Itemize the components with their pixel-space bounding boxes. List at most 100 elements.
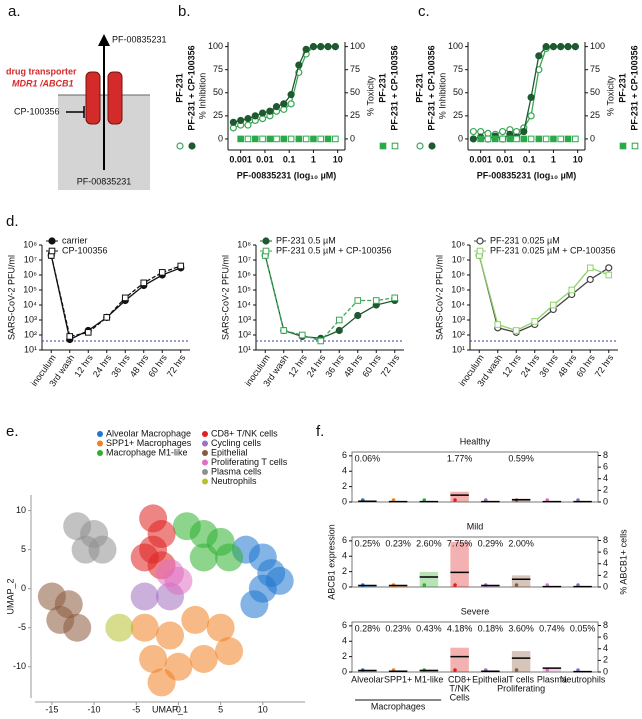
panel-label: c. — [418, 3, 430, 20]
marker — [266, 135, 274, 143]
x-tick-label: 0.001 — [469, 154, 492, 164]
cell-cluster-point — [215, 543, 244, 572]
x-axis-label: PF-00835231 (log₁₀ µM) — [237, 170, 337, 180]
y-tick-label: 10⁷ — [24, 254, 37, 264]
legend-marker — [619, 142, 627, 150]
y-tick-label: 10⁴ — [451, 299, 465, 309]
marker — [287, 135, 295, 143]
legend-marker — [476, 247, 484, 255]
marker — [549, 301, 557, 309]
marker — [287, 100, 295, 108]
x-tick-label: 1 — [551, 154, 556, 164]
marker — [520, 127, 528, 136]
cell-cluster-point — [164, 566, 193, 595]
y-tick-label: 10¹ — [452, 344, 465, 354]
marker — [535, 52, 543, 60]
cell-cluster-point — [189, 543, 218, 572]
legend-marker — [262, 237, 270, 245]
x-tick-label: SPP1+ — [384, 674, 412, 684]
cell-cluster-point — [130, 543, 159, 572]
legend-label: PF-231 + CP-100356 — [426, 45, 436, 130]
marker — [520, 135, 528, 143]
x-tick-label: 0.001 — [229, 154, 252, 164]
marker — [332, 135, 339, 143]
cell-cluster-point — [156, 621, 184, 650]
x-tick-label: Plasma — [537, 674, 567, 684]
percent-label: 0.29% — [478, 538, 504, 548]
y-tick-label: 100 — [208, 41, 223, 51]
marker — [310, 135, 317, 143]
y-tick-label: 25 — [590, 110, 600, 120]
marker — [335, 316, 343, 324]
cell-cluster-point — [71, 535, 100, 564]
legend-label: PF-231 — [414, 73, 424, 103]
panel-title: Healthy — [460, 436, 491, 446]
x-tick-label: Neutrophils — [560, 674, 606, 684]
x-axis-label: UMAP_1 — [152, 704, 188, 714]
percent-bar — [542, 667, 562, 672]
legend-label: SPP1+ Macrophages — [106, 438, 192, 448]
y-tick-label: 10⁴ — [23, 299, 37, 309]
percent-bar — [511, 575, 531, 587]
percent-label: 4.18% — [447, 623, 473, 633]
y-tick-label: 0 — [342, 581, 347, 591]
marker — [287, 91, 295, 99]
marker — [280, 135, 288, 143]
percent-bar — [450, 541, 469, 587]
y-tick-label: 50 — [213, 87, 223, 97]
x-tick-label: M1-like — [414, 674, 443, 684]
panel-label: b. — [178, 3, 191, 20]
x-tick-label: 0 — [176, 704, 181, 714]
x-tick-label: 72 hrs — [165, 352, 188, 379]
marker — [586, 264, 594, 272]
legend-marker — [202, 469, 208, 475]
percent-label: 0.06% — [355, 453, 381, 463]
percent-label: 0.18% — [478, 623, 504, 633]
percent-label: 0.43% — [416, 623, 442, 633]
y-axis-label: SARS-CoV-2 PFU/ml — [434, 255, 444, 340]
x-tick-label: 72 hrs — [593, 352, 616, 379]
x-tick-label: Cells — [450, 692, 471, 702]
transporter-half — [85, 71, 101, 125]
marker — [84, 329, 92, 336]
transporter-half — [107, 71, 123, 125]
percent-label: 7.75% — [447, 538, 473, 548]
y-tick-label: 10⁷ — [452, 254, 465, 264]
legend-label: PF-231 + CP-100356 — [389, 45, 399, 130]
y-tick-label: 25 — [453, 110, 463, 120]
y-tick-label: 6 — [603, 461, 608, 471]
legend-marker — [416, 142, 424, 150]
y-tick-label: 10¹ — [238, 344, 251, 354]
y-tick-label: 25 — [213, 110, 223, 120]
y-tick-label: 2 — [342, 566, 347, 576]
x-tick-label: 0.1 — [283, 154, 296, 164]
legend-marker — [202, 440, 208, 447]
legend-marker — [262, 247, 270, 255]
marker — [527, 112, 535, 120]
marker — [506, 135, 514, 143]
y-tick-label: 6 — [603, 631, 608, 641]
marker — [542, 43, 550, 51]
y2-axis-label: % Toxicity — [365, 76, 375, 116]
y-tick-label: 10⁶ — [23, 269, 37, 279]
legend-marker — [97, 440, 103, 447]
panel-frame — [351, 536, 599, 588]
y-tick-label: 10² — [238, 329, 251, 339]
marker — [550, 135, 557, 143]
marker — [354, 297, 362, 304]
marker — [258, 109, 267, 117]
percent-label: 0.28% — [355, 623, 381, 633]
y-tick-label: -5 — [18, 622, 26, 632]
legend-label: PF-231 — [174, 73, 184, 103]
x-tick-label: 0.01 — [256, 154, 274, 164]
y-tick-label: 10⁵ — [23, 284, 37, 294]
marker — [121, 294, 129, 302]
x-tick-label: -15 — [45, 704, 58, 714]
marker — [295, 61, 303, 69]
marker — [298, 331, 306, 339]
marker — [229, 118, 237, 126]
y-tick-label: 8 — [603, 535, 608, 545]
marker — [564, 43, 572, 51]
y-tick-label: 4 — [603, 643, 608, 653]
y-tick-label: 0 — [603, 666, 608, 676]
